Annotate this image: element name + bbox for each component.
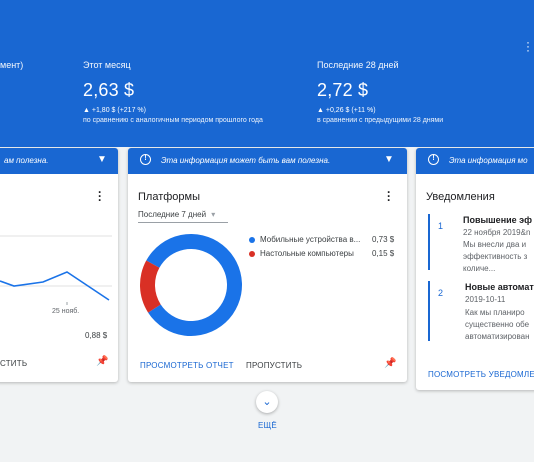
stat-last-28-days: Последние 28 дней 2,72 $ ▲ +0,26 $ (+11 … bbox=[317, 60, 443, 124]
stat-label: Последние 28 дней bbox=[317, 60, 399, 70]
pin-icon[interactable]: 📌 bbox=[96, 356, 109, 367]
more-options-icon[interactable]: · · · bbox=[98, 185, 102, 207]
skip-button[interactable]: ПРОПУСТИТЬ bbox=[246, 361, 303, 370]
view-notifications-link[interactable]: ПОСМОТРЕТЬ УВЕДОМЛЕ bbox=[428, 370, 534, 379]
stat-value: 2,63 $ bbox=[83, 80, 135, 100]
pin-icon[interactable]: 📌 bbox=[384, 358, 397, 369]
stat-this-month: Этот месяц 2,63 $ ▲ +1,80 $ (+217 %) по … bbox=[83, 60, 263, 124]
stat-label: мент) bbox=[0, 60, 24, 70]
notification-text: автоматизирован bbox=[465, 332, 530, 341]
card-title: Платформы bbox=[138, 191, 200, 203]
stat-change: ▲ +0,26 $ (+11 %) bbox=[317, 107, 376, 114]
earnings-summary: мент) Этот месяц 2,63 $ ▲ +1,80 $ (+217 … bbox=[0, 0, 534, 147]
expand-more-button[interactable]: ⌄ bbox=[256, 391, 278, 413]
platform-donut-chart bbox=[140, 234, 242, 336]
notification-marker bbox=[428, 281, 430, 341]
stat-change: ▲ +1,80 $ (+217 %) bbox=[83, 107, 146, 114]
banner-text: ам полезна. bbox=[4, 156, 49, 165]
more-label[interactable]: ЕЩЁ bbox=[258, 421, 278, 430]
trend-chart bbox=[0, 235, 112, 305]
info-icon: ! bbox=[428, 154, 439, 165]
tip-banner[interactable]: ! Эта информация может быть вам полезна.… bbox=[128, 148, 407, 174]
stat-label: Этот месяц bbox=[83, 60, 131, 70]
tip-banner[interactable]: ! Эта информация мо bbox=[416, 148, 534, 174]
donut-slice-desktop[interactable] bbox=[140, 260, 161, 313]
banner-text: Эта информация может быть вам полезна. bbox=[161, 156, 331, 165]
chevron-down-icon[interactable]: ▼ bbox=[384, 154, 394, 165]
legend-dot bbox=[249, 250, 255, 257]
notification-text: эффективность з bbox=[463, 252, 528, 261]
more-options-icon[interactable]: · · · bbox=[387, 185, 391, 207]
period-underline bbox=[138, 222, 228, 223]
tip-banner[interactable]: ам полезна. ▼ bbox=[0, 148, 118, 174]
period-select[interactable]: Последние 7 дней ▾ bbox=[138, 210, 215, 219]
legend-label: Мобильные устройства в... bbox=[260, 235, 361, 244]
chevron-down-icon[interactable]: ▼ bbox=[97, 154, 107, 165]
skip-button[interactable]: СТИТЬ bbox=[0, 359, 28, 368]
info-icon: ! bbox=[140, 154, 151, 165]
card-title: Уведомления bbox=[426, 191, 495, 203]
legend-value-mobile: 0,73 $ bbox=[372, 235, 395, 244]
chevron-down-icon: ⌄ bbox=[262, 396, 272, 408]
notification-date: 22 ноября 2019&n bbox=[463, 228, 531, 237]
notification-marker bbox=[428, 214, 430, 270]
notification-number: 1 bbox=[438, 221, 444, 231]
notification-text: Как мы планиро bbox=[465, 308, 525, 317]
legend-dot bbox=[249, 236, 255, 243]
stat-comparison: в сравнении с предыдущими 28 днями bbox=[317, 117, 444, 124]
legend-value-desktop: 0,15 $ bbox=[372, 249, 395, 258]
more-options-icon[interactable]: · · · bbox=[526, 35, 530, 57]
performance-card: ам полезна. ▼ · · · 25 нояб. 0,88 $ СТИТЬ … bbox=[0, 148, 118, 382]
notification-title[interactable]: Повышение эф bbox=[463, 215, 533, 225]
stat-fragment: мент) bbox=[0, 60, 23, 70]
notification-text: количе... bbox=[463, 264, 496, 273]
legend-label: Настольные компьютеры bbox=[260, 249, 354, 258]
dropdown-arrow-icon: ▾ bbox=[211, 210, 216, 219]
legend-item-desktop: Настольные компьютеры bbox=[249, 249, 354, 258]
platforms-card: ! Эта информация может быть вам полезна.… bbox=[128, 148, 407, 382]
stat-comparison: по сравнению с аналогичным периодом прош… bbox=[83, 117, 263, 124]
stat-value: 2,72 $ bbox=[317, 80, 369, 100]
notifications-card: ! Эта информация мо Уведомления 1 Повыше… bbox=[416, 148, 534, 390]
notification-title[interactable]: Новые автомат bbox=[465, 282, 534, 292]
notification-date: 2019-10-11 bbox=[465, 295, 506, 304]
chart-value: 0,88 $ bbox=[85, 331, 108, 340]
notification-text: Мы внесли два и bbox=[463, 240, 527, 249]
period-label: Последние 7 дней bbox=[138, 210, 207, 219]
notification-number: 2 bbox=[438, 288, 444, 298]
legend-item-mobile: Мобильные устройства в... bbox=[249, 235, 360, 244]
view-report-button[interactable]: ПРОСМОТРЕТЬ ОТЧЕТ bbox=[140, 361, 234, 370]
notification-text: существенно обе bbox=[465, 320, 530, 329]
donut-slice-mobile[interactable] bbox=[146, 234, 242, 336]
banner-text: Эта информация мо bbox=[449, 156, 528, 165]
x-tick-label: 25 нояб. bbox=[52, 308, 80, 315]
